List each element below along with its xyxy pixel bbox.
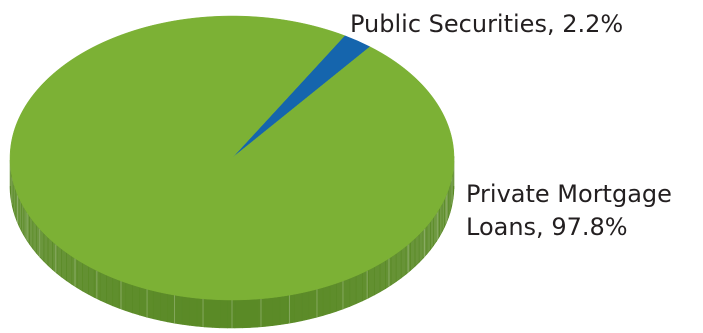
pie-side-segment-1 [139,286,147,318]
pie-side-segment-1 [279,295,288,325]
pie-side-segment-1 [430,216,434,251]
pie-side-segment-1 [395,249,402,283]
pie-side-segment-1 [132,284,140,316]
pie-side-segment-1 [418,229,424,264]
pie-side-segment-1 [196,297,205,328]
pie-side-segment-1 [439,202,443,238]
pie-side-segment-1 [390,253,397,286]
pie-side-segment-1 [23,206,27,241]
pie-side-segment-1 [264,297,273,327]
pie-side-segment-1 [125,282,133,314]
pie-side-segment-1 [329,282,337,314]
slice-label-public-securities-text: Public Securities, 2.2% [350,10,624,38]
pie-side-segment-1 [242,299,251,329]
pie-side-segment-1 [181,296,190,326]
pie-side-segment-1 [379,259,386,293]
pie-side-segment-1 [219,299,228,329]
pie-slice-private-mortgage-loans [9,15,455,301]
pie-side-segment-1 [211,299,221,329]
pie-side-segment-1 [167,293,176,324]
pie-side-segment-1 [56,244,62,278]
pie-side-segment-1 [112,277,120,309]
pie-side-segment-1 [294,292,303,323]
slice-label-private-line1: Private Mortgage [466,180,672,208]
pie-side-segment-1 [234,299,243,329]
pie-side-segment-1 [336,280,344,312]
pie-side-segment-1 [76,259,83,292]
pie-side-segment-1 [301,290,310,322]
pie-side-segment-1 [441,199,445,232]
slice-label-private-mortgage-loans: Private Mortgage Loans, 97.8% [466,178,672,244]
pie-side-segment-1 [32,219,37,254]
pie-side-segment-1 [18,198,22,231]
pie-side-segment-1 [152,290,161,321]
pie-side-segment-1 [433,211,438,247]
pie-side-segment-1 [47,236,53,271]
pie-side-segment-1 [385,256,392,290]
pie-side-segment-1 [61,248,67,282]
pie-side-segment-1 [414,233,420,268]
pie-side-segment-1 [287,293,295,324]
pie-side-segment-1 [374,263,381,296]
pie-side-segment-1 [88,265,95,298]
pie-side-segment-1 [106,274,114,307]
pie-side-segment-1 [322,285,331,316]
pie-side-segment-1 [21,202,25,236]
pie-side-segment-1 [66,252,73,285]
pie-side-segment-1 [39,228,45,263]
pie-side-segment-1 [400,245,407,279]
pie-side-segment-1 [82,262,89,295]
pie-side-segment-1 [410,237,416,272]
pie-side-segment-1 [43,232,49,267]
pie-side-segment-1 [160,292,168,323]
pie-side-segment-1 [99,271,107,304]
pie-side-segment-1 [426,220,431,255]
pie-side-segment-1 [349,275,357,307]
pie-side-segment-1 [272,296,281,326]
pie-side-segment-1 [308,289,317,320]
pie-side-segment-1 [29,215,34,250]
pie-top-face [9,15,455,301]
pie-side-segment-1 [174,294,183,325]
pie-side-segment-1 [355,272,363,305]
pie-side-segment-1 [342,277,351,310]
pie-side-segment-1 [71,255,78,289]
pie-side-segment-1 [249,298,258,328]
pie-side-segment-1 [189,297,198,327]
pie-side-segment-1 [227,299,236,329]
pie-side-segment-1 [118,279,127,312]
pie-side-segment-1 [368,266,375,299]
slice-label-public-securities: Public Securities, 2.2% [350,8,623,41]
pie-side-segment-1 [204,298,213,328]
slice-label-private-line2: Loans, 97.8% [466,213,628,241]
pie-side-segment-1 [422,225,428,260]
